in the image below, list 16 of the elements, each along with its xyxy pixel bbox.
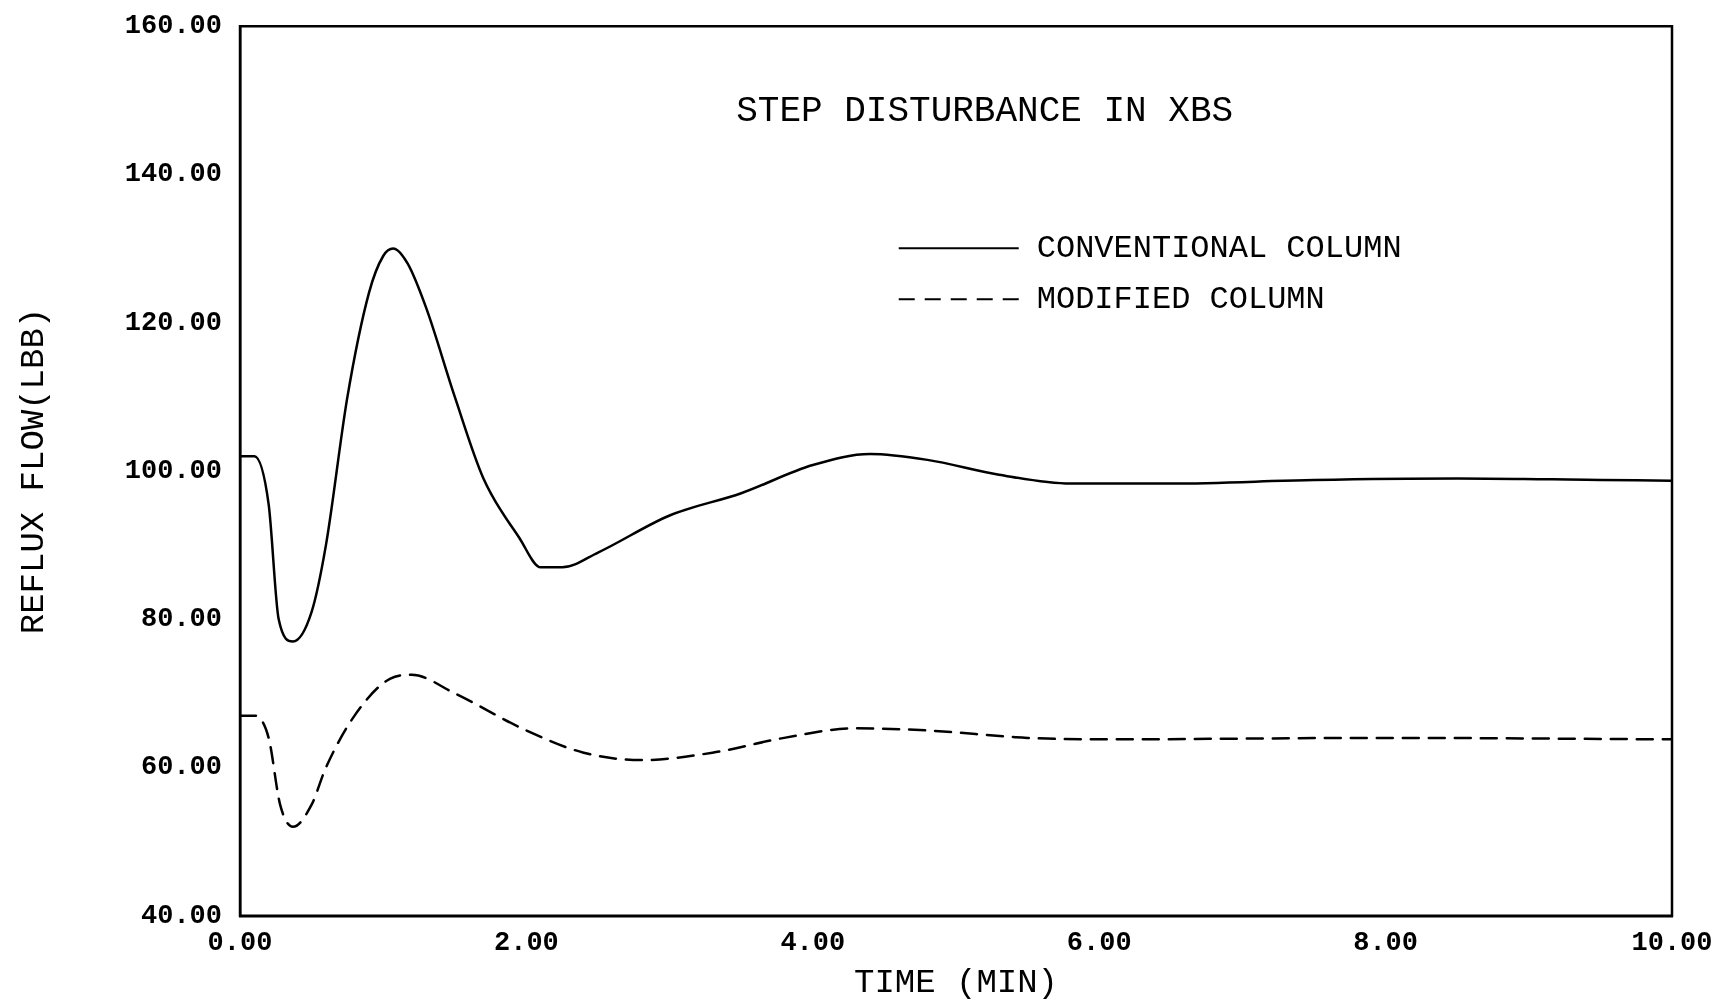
x-tick-label: 10.00 <box>1631 927 1713 958</box>
legend-label: CONVENTIONAL COLUMN <box>1036 229 1402 267</box>
y-tick-label: 140.00 <box>124 159 223 190</box>
y-axis-title: REFLUX FLOW(LBB) <box>15 307 54 635</box>
x-tick-label: 4.00 <box>780 927 846 958</box>
y-tick-label: 100.00 <box>124 455 223 486</box>
x-tick-label: 2.00 <box>494 927 559 958</box>
y-tick-label: 60.00 <box>141 752 223 783</box>
y-tick-label: 120.00 <box>124 307 223 338</box>
x-tick-label: 6.00 <box>1066 927 1132 958</box>
y-tick-label: 80.00 <box>141 604 223 635</box>
y-tick-label: 160.00 <box>124 11 223 41</box>
x-axis-title: TIME (MIN) <box>853 963 1059 1002</box>
legend-label: MODIFIED COLUMN <box>1036 280 1325 318</box>
text: STEP DISTURBANCE IN XBS <box>736 90 1234 132</box>
x-tick-label: 8.00 <box>1353 927 1419 958</box>
